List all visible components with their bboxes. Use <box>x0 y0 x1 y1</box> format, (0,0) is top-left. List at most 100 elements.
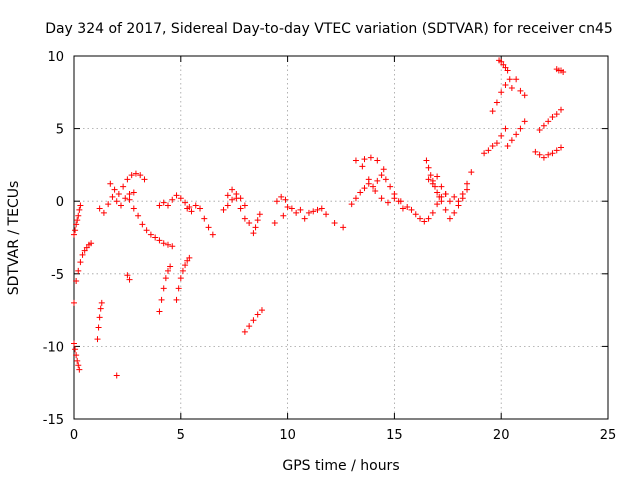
series-arc36 <box>553 66 567 75</box>
data-point <box>434 173 441 180</box>
data-point <box>271 219 278 226</box>
data-point <box>229 196 236 203</box>
data-point <box>348 201 355 208</box>
data-point <box>74 357 81 364</box>
series-arc35 <box>536 106 565 134</box>
series-arc12 <box>156 192 193 211</box>
series-arc33 <box>508 76 528 99</box>
data-point <box>252 224 259 231</box>
data-point <box>434 201 441 208</box>
data-point <box>182 262 189 269</box>
data-point <box>186 254 193 261</box>
y-tick-label: -15 <box>43 413 64 428</box>
series-arc18 <box>273 193 289 205</box>
data-point <box>122 195 129 202</box>
data-point <box>372 188 379 195</box>
series-arc07 <box>126 196 176 250</box>
data-point <box>459 195 466 202</box>
data-point <box>502 82 509 89</box>
data-point <box>361 156 368 163</box>
data-point <box>98 299 105 306</box>
data-point <box>506 76 513 83</box>
data-point <box>100 209 107 216</box>
data-point <box>132 170 139 177</box>
y-tick-label: -10 <box>43 340 64 355</box>
data-point <box>340 224 347 231</box>
series-arc03 <box>71 340 83 373</box>
data-point <box>442 190 449 197</box>
chart-title: Day 324 of 2017, Sidereal Day-to-day VTE… <box>45 21 613 37</box>
series-arc14 <box>220 190 248 213</box>
data-point <box>352 157 359 164</box>
data-point <box>192 202 199 209</box>
data-point <box>521 92 528 99</box>
series-arc13 <box>184 202 216 238</box>
series-arc02 <box>71 202 84 238</box>
data-point <box>489 108 496 115</box>
data-point <box>130 189 137 196</box>
series-arc27 <box>442 169 475 213</box>
data-point <box>111 186 118 193</box>
data-point <box>382 176 389 183</box>
data-point <box>96 205 103 212</box>
data-point <box>75 212 82 219</box>
data-point <box>558 144 565 151</box>
data-point <box>71 231 77 238</box>
data-point <box>370 183 377 190</box>
data-point <box>493 99 500 106</box>
data-point <box>143 227 150 234</box>
data-point <box>246 219 253 226</box>
series-arc29 <box>481 125 509 157</box>
x-tick-label: 0 <box>70 428 78 443</box>
data-point <box>361 185 368 192</box>
data-point <box>278 193 285 200</box>
data-point <box>76 366 83 373</box>
series-arc04 <box>94 299 105 343</box>
data-point <box>378 172 385 179</box>
data-point <box>399 205 406 212</box>
data-point <box>378 195 385 202</box>
data-point <box>438 198 445 205</box>
data-point <box>113 198 120 205</box>
data-point <box>423 157 430 164</box>
data-point <box>197 205 204 212</box>
data-point <box>173 296 180 303</box>
data-point <box>508 137 515 144</box>
series-arc22 <box>352 157 404 206</box>
data-point <box>540 122 547 129</box>
data-point <box>124 176 131 183</box>
data-point <box>446 215 453 222</box>
data-point <box>513 76 520 83</box>
data-point <box>412 211 419 218</box>
data-point <box>282 196 289 203</box>
data-point <box>427 172 434 179</box>
data-point <box>293 209 300 216</box>
data-point <box>446 198 453 205</box>
data-point <box>164 202 171 209</box>
series-arc19 <box>271 205 347 231</box>
data-point <box>75 362 82 369</box>
data-point <box>380 166 387 173</box>
data-point <box>258 307 265 314</box>
data-point <box>201 215 208 222</box>
data-point <box>508 84 515 91</box>
data-point <box>359 163 366 170</box>
data-point <box>124 272 131 279</box>
data-point <box>73 352 80 359</box>
data-point <box>318 205 325 212</box>
data-point <box>179 267 186 274</box>
data-point <box>421 218 428 225</box>
data-point <box>517 87 524 94</box>
data-point <box>164 267 171 274</box>
data-point <box>72 346 79 353</box>
data-point <box>489 143 496 150</box>
data-point <box>73 221 80 228</box>
y-tick-label: 10 <box>47 50 64 65</box>
data-point <box>141 176 148 183</box>
series-arc32 <box>504 118 528 150</box>
data-point <box>532 148 539 155</box>
data-point <box>504 67 511 74</box>
data-point <box>241 202 248 209</box>
data-point <box>374 157 381 164</box>
data-point <box>374 177 381 184</box>
